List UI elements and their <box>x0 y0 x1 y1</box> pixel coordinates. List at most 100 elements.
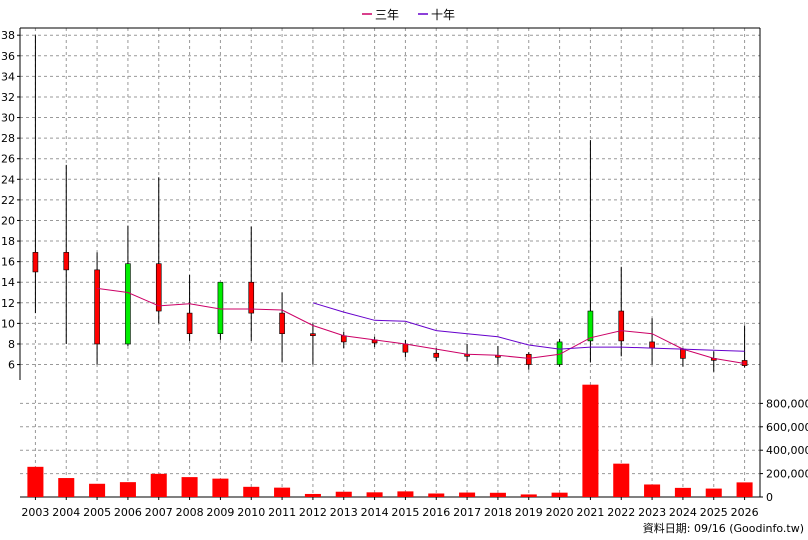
year-tick-label: 2005 <box>83 506 111 519</box>
year-tick-label: 2010 <box>237 506 265 519</box>
volume-bar <box>397 491 414 497</box>
volume-bars <box>27 384 753 497</box>
year-tick-label: 2006 <box>114 506 142 519</box>
candle-body <box>125 263 131 345</box>
axis-labels: 681012141618202224262830323436380200,000… <box>1 29 808 519</box>
price-tick-label: 10 <box>1 317 15 330</box>
year-tick-label: 2024 <box>669 506 697 519</box>
volume-bar <box>119 482 136 497</box>
volume-bar <box>274 487 291 497</box>
price-tick-label: 18 <box>1 235 15 248</box>
year-tick-label: 2015 <box>391 506 419 519</box>
price-tick-label: 30 <box>1 112 15 125</box>
year-tick-label: 2021 <box>576 506 604 519</box>
candle-body <box>587 310 594 342</box>
volume-bar <box>705 488 722 497</box>
price-tick-label: 26 <box>1 153 15 166</box>
year-tick-label: 2012 <box>299 506 327 519</box>
grid-lines <box>20 28 760 497</box>
candle-body <box>32 252 39 273</box>
volume-bar <box>212 478 229 497</box>
volume-bar <box>181 477 198 497</box>
price-tick-label: 24 <box>1 173 15 186</box>
legend-label: 十年 <box>431 8 455 22</box>
volume-bar <box>613 463 630 497</box>
axes <box>17 27 763 500</box>
legend-label: 三年 <box>375 8 399 22</box>
price-tick-label: 28 <box>1 132 15 145</box>
volume-bar <box>428 493 445 497</box>
year-tick-label: 2008 <box>176 506 204 519</box>
candle-body <box>217 281 224 334</box>
year-tick-label: 2009 <box>206 506 234 519</box>
price-tick-label: 20 <box>1 214 15 227</box>
candle-body <box>340 335 347 343</box>
ma-line-三年 <box>97 287 745 364</box>
volume-tick-label: 600,000 <box>766 421 808 434</box>
year-tick-label: 2003 <box>21 506 49 519</box>
year-tick-label: 2018 <box>484 506 512 519</box>
volume-bar <box>27 466 44 497</box>
volume-bar <box>736 482 753 497</box>
year-tick-label: 2007 <box>145 506 173 519</box>
candle-body <box>649 341 655 349</box>
year-tick-label: 2017 <box>453 506 481 519</box>
price-tick-label: 22 <box>1 194 15 207</box>
year-tick-label: 2016 <box>422 506 450 519</box>
price-tick-label: 16 <box>1 256 15 269</box>
volume-tick-label: 200,000 <box>766 468 808 481</box>
candle-body <box>94 269 100 345</box>
volume-bar <box>304 493 321 497</box>
volume-bar <box>674 487 691 497</box>
candle-body <box>186 312 193 334</box>
year-tick-label: 2026 <box>731 506 759 519</box>
price-tick-label: 14 <box>1 276 15 289</box>
year-tick-label: 2004 <box>52 506 80 519</box>
candle-body <box>155 263 162 312</box>
legend: 三年 十年 <box>362 8 455 22</box>
candle-body <box>525 353 532 365</box>
year-tick-label: 2020 <box>546 506 574 519</box>
year-tick-label: 2013 <box>330 506 358 519</box>
volume-bar <box>58 478 75 497</box>
candle-body <box>248 281 255 314</box>
year-tick-label: 2011 <box>268 506 296 519</box>
volume-bar <box>150 473 167 497</box>
candle-body <box>402 343 409 353</box>
candle-body <box>279 312 285 334</box>
volume-tick-label: 400,000 <box>766 444 808 457</box>
year-tick-label: 2023 <box>638 506 666 519</box>
source-note: 資料日期: 09/16 (Goodinfo.tw) <box>643 521 804 535</box>
volume-bar <box>489 492 506 497</box>
volume-bar <box>551 492 568 497</box>
year-tick-label: 2014 <box>361 506 389 519</box>
volume-bar <box>243 486 260 497</box>
volume-bar <box>459 492 476 497</box>
volume-tick-label: 800,000 <box>766 397 808 410</box>
volume-bar <box>89 483 106 497</box>
price-tick-label: 32 <box>1 91 15 104</box>
moving-average-lines <box>97 287 745 364</box>
candle-body <box>433 352 440 358</box>
price-tick-label: 6 <box>8 359 15 372</box>
candle-body <box>310 333 316 336</box>
price-tick-label: 8 <box>8 338 15 351</box>
price-tick-label: 12 <box>1 297 15 310</box>
volume-tick-label: 0 <box>766 491 773 504</box>
year-tick-label: 2022 <box>607 506 635 519</box>
volume-bar <box>520 494 537 497</box>
price-tick-label: 38 <box>1 29 15 42</box>
volume-bar <box>335 491 352 497</box>
ma-line-十年 <box>312 302 745 352</box>
candle-body <box>63 252 70 271</box>
price-tick-label: 34 <box>1 70 15 83</box>
year-tick-label: 2025 <box>700 506 728 519</box>
year-tick-label: 2019 <box>515 506 543 519</box>
price-tick-label: 36 <box>1 50 15 63</box>
candle-body <box>680 348 686 359</box>
candle-body <box>618 310 625 342</box>
volume-bar <box>366 492 383 497</box>
volume-bar <box>582 384 599 497</box>
volume-bar <box>644 484 661 497</box>
